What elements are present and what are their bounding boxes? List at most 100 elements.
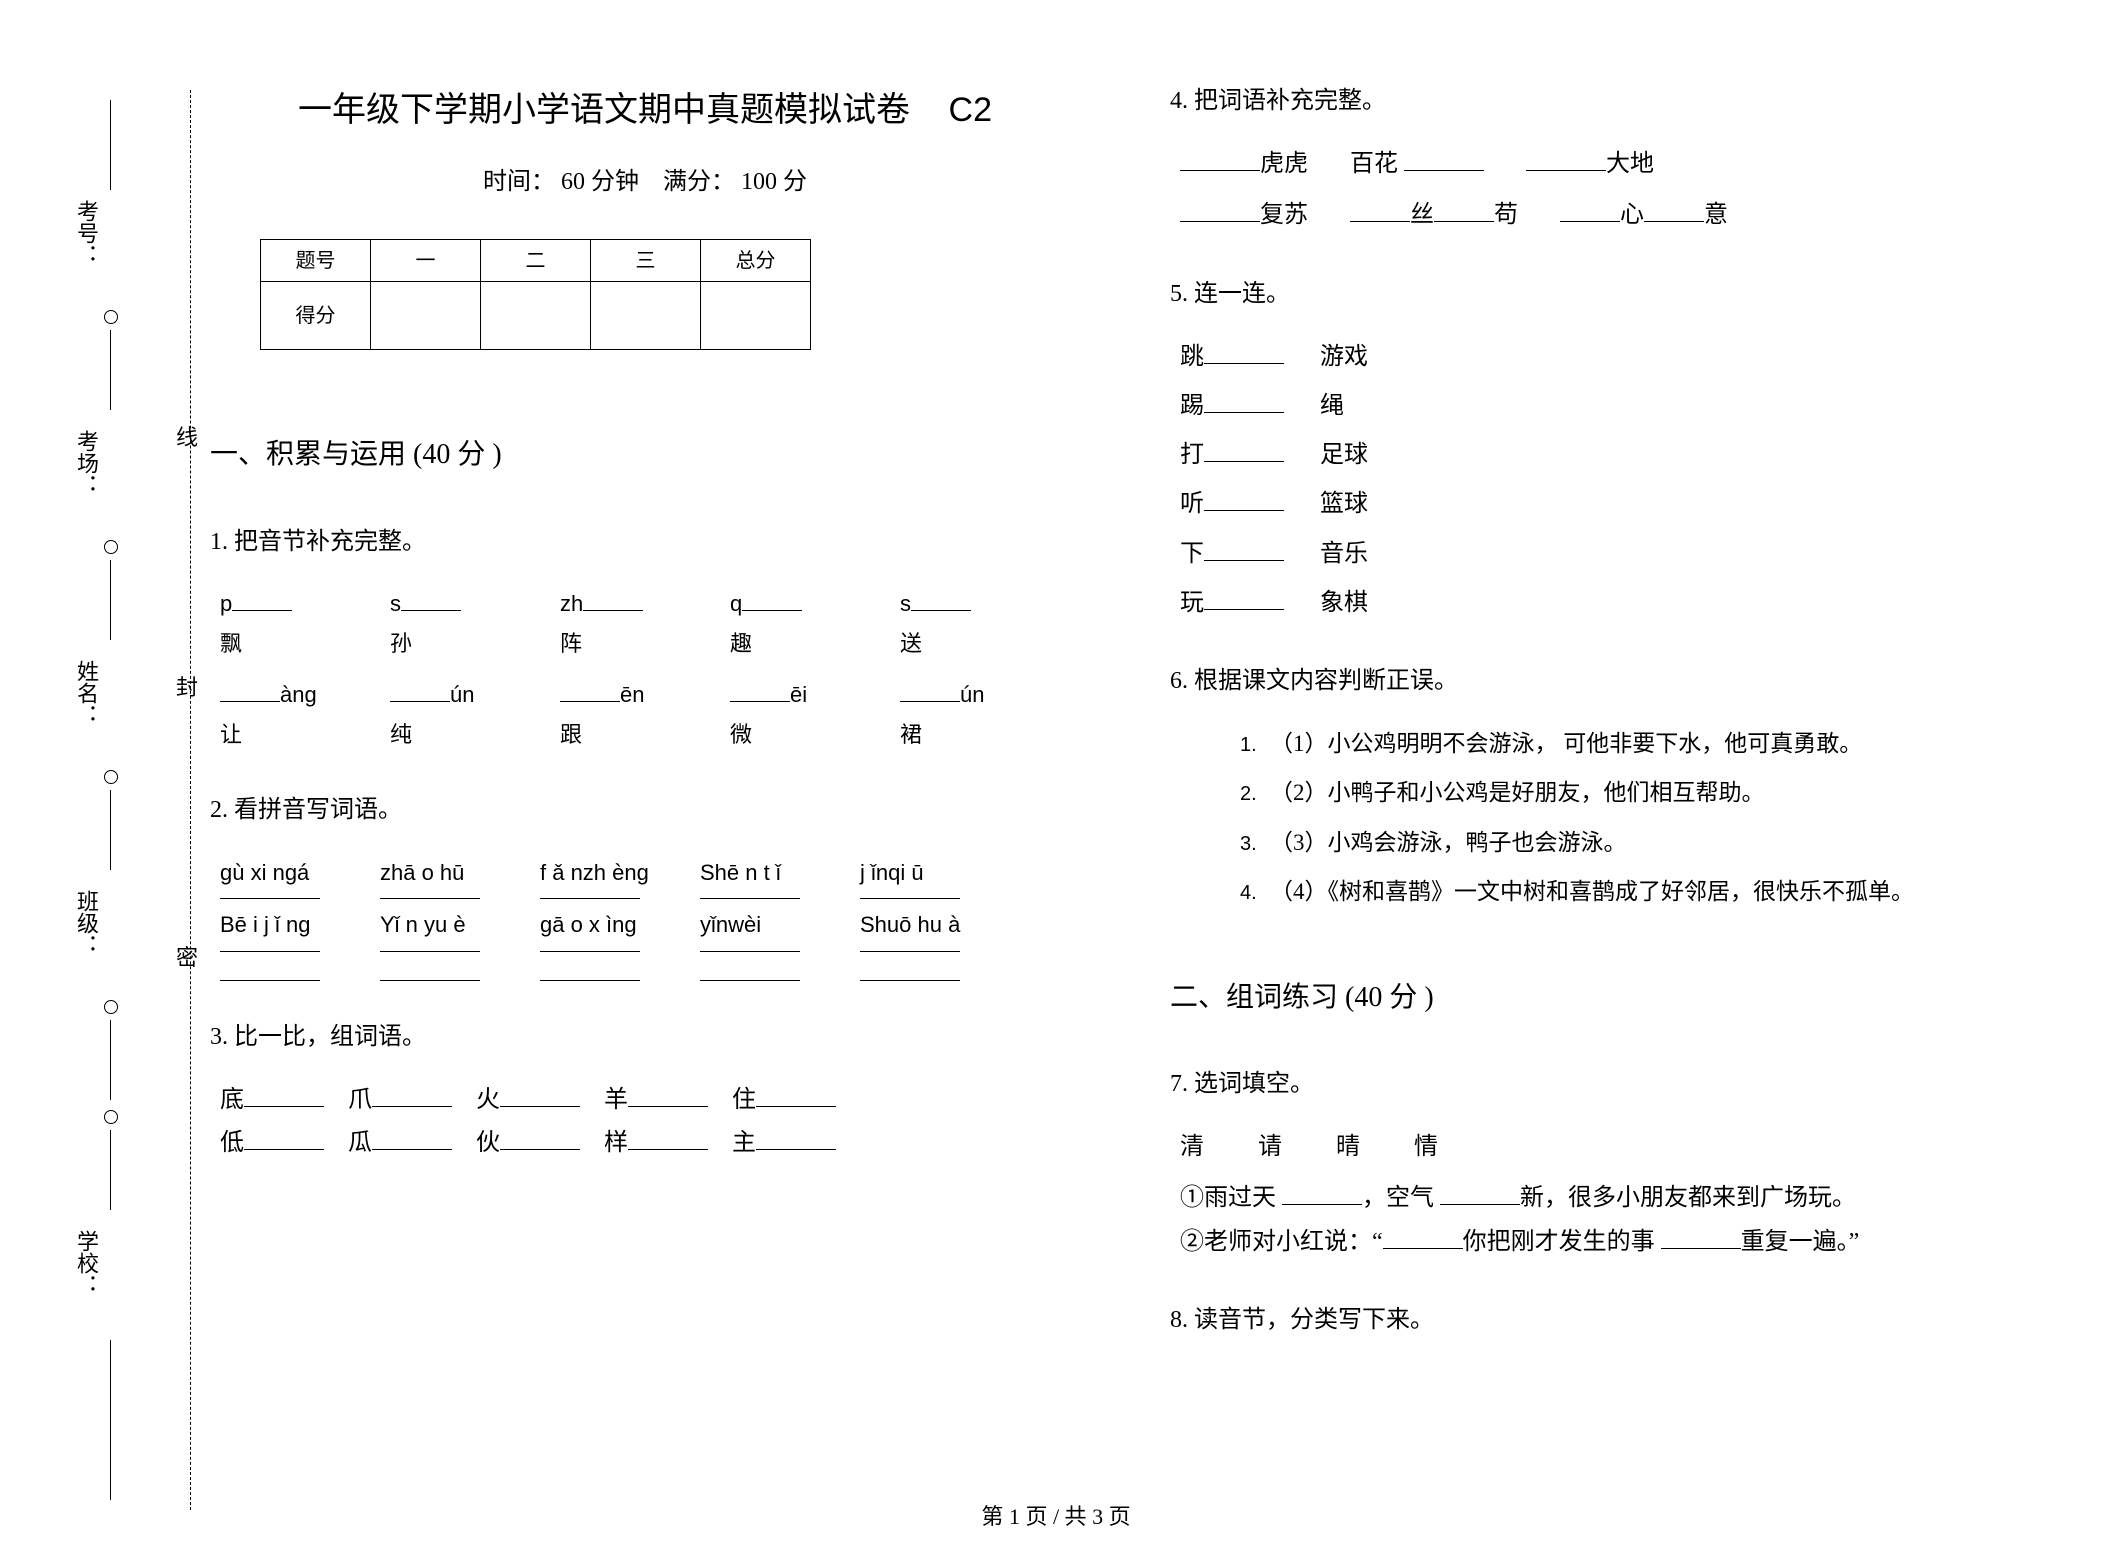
dash-char: 线 bbox=[176, 420, 198, 452]
blank[interactable] bbox=[500, 1128, 580, 1150]
blank[interactable] bbox=[244, 1128, 324, 1150]
blank[interactable] bbox=[628, 1128, 708, 1150]
blank[interactable] bbox=[372, 1128, 452, 1150]
page-total: 3 bbox=[1092, 1504, 1103, 1529]
blank[interactable] bbox=[742, 589, 802, 611]
page-number: 1 bbox=[1009, 1504, 1020, 1529]
blank[interactable] bbox=[700, 898, 800, 899]
blank[interactable] bbox=[540, 898, 640, 899]
list-num: 3. bbox=[1240, 826, 1270, 862]
title-text: 一年级下学期小学语文期中真题模拟试卷 bbox=[298, 92, 910, 129]
sidebar-line bbox=[110, 790, 111, 870]
match-left[interactable]: 听 bbox=[1180, 491, 1204, 517]
question-4: 4. 把词语补充完整。 虎虎 百花 大地 复苏 丝苟 心意 bbox=[1170, 80, 2040, 238]
blank[interactable] bbox=[220, 680, 280, 702]
blank[interactable] bbox=[860, 898, 960, 899]
blank[interactable] bbox=[700, 951, 800, 981]
right-column: 4. 把词语补充完整。 虎虎 百花 大地 复苏 丝苟 心意 5. 连一连。 bbox=[1170, 80, 2040, 1377]
match-right[interactable]: 绳 bbox=[1320, 385, 1460, 428]
blank[interactable] bbox=[560, 680, 620, 702]
blank[interactable] bbox=[1644, 200, 1704, 222]
td-blank[interactable] bbox=[371, 282, 481, 350]
pinyin: f ǎ nzh èng bbox=[540, 853, 700, 893]
th: 三 bbox=[591, 240, 701, 282]
blank[interactable] bbox=[244, 1085, 324, 1107]
td-label: 得分 bbox=[261, 282, 371, 350]
blank[interactable] bbox=[1204, 440, 1284, 462]
q1-title: 1. 把音节补充完整。 bbox=[210, 521, 1080, 564]
blank[interactable] bbox=[220, 898, 320, 899]
blank[interactable] bbox=[1661, 1227, 1741, 1249]
title-code: C2 bbox=[949, 91, 992, 129]
blank[interactable] bbox=[911, 589, 971, 611]
word: 复苏 bbox=[1260, 202, 1308, 228]
blank[interactable] bbox=[1204, 489, 1284, 511]
q5-title: 5. 连一连。 bbox=[1170, 273, 2040, 316]
pinyin: Yǐ n yu è bbox=[380, 905, 540, 945]
td-blank[interactable] bbox=[701, 282, 811, 350]
blank[interactable] bbox=[860, 951, 960, 981]
blank[interactable] bbox=[1204, 539, 1284, 561]
exam-title: 一年级下学期小学语文期中真题模拟试卷 C2 bbox=[210, 80, 1080, 141]
statement: （3）小鸡会游泳，鸭子也会游泳。 bbox=[1270, 830, 1627, 855]
blank[interactable] bbox=[1560, 200, 1620, 222]
blank[interactable] bbox=[1180, 200, 1260, 222]
blank[interactable] bbox=[730, 680, 790, 702]
footer-text: 第 bbox=[981, 1504, 1009, 1529]
blank[interactable] bbox=[372, 1085, 452, 1107]
pinyin: q bbox=[730, 591, 742, 616]
char: 伙 bbox=[476, 1130, 500, 1156]
blank[interactable] bbox=[380, 898, 480, 899]
td-blank[interactable] bbox=[481, 282, 591, 350]
blank[interactable] bbox=[401, 589, 461, 611]
blank[interactable] bbox=[1282, 1183, 1362, 1205]
footer-text: 页 / 共 bbox=[1020, 1504, 1092, 1529]
blank[interactable] bbox=[1526, 149, 1606, 171]
sidebar-label-id: 考号： bbox=[70, 200, 102, 266]
blank[interactable] bbox=[220, 951, 320, 981]
question-2: 2. 看拼音写词语。 gù xi ngá zhā o hū f ǎ nzh èn… bbox=[210, 789, 1080, 980]
blank[interactable] bbox=[1204, 391, 1284, 413]
blank[interactable] bbox=[380, 951, 480, 981]
blank[interactable] bbox=[1180, 149, 1260, 171]
match-right[interactable]: 游戏 bbox=[1320, 336, 1460, 379]
blank[interactable] bbox=[1204, 342, 1284, 364]
word: 虎虎 bbox=[1260, 151, 1308, 177]
blank[interactable] bbox=[390, 680, 450, 702]
sidebar-circle bbox=[104, 310, 118, 324]
match-left[interactable]: 跳 bbox=[1180, 344, 1204, 370]
match-left[interactable]: 打 bbox=[1180, 442, 1204, 468]
blank[interactable] bbox=[1404, 149, 1484, 171]
statement: （2）小鸭子和小公鸡是好朋友，他们相互帮助。 bbox=[1270, 780, 1765, 805]
match-left[interactable]: 玩 bbox=[1180, 590, 1204, 616]
blank[interactable] bbox=[540, 951, 640, 981]
match-right[interactable]: 音乐 bbox=[1320, 533, 1460, 576]
blank[interactable] bbox=[1434, 200, 1494, 222]
blank[interactable] bbox=[1440, 1183, 1520, 1205]
blank[interactable] bbox=[500, 1085, 580, 1107]
text: ②老师对小红说：“ bbox=[1180, 1229, 1383, 1255]
blank[interactable] bbox=[900, 680, 960, 702]
blank[interactable] bbox=[1350, 200, 1410, 222]
td-blank[interactable] bbox=[591, 282, 701, 350]
match-right[interactable]: 象棋 bbox=[1320, 582, 1460, 625]
word: 大地 bbox=[1606, 151, 1654, 177]
blank[interactable] bbox=[232, 589, 292, 611]
blank[interactable] bbox=[583, 589, 643, 611]
blank[interactable] bbox=[756, 1085, 836, 1107]
blank[interactable] bbox=[756, 1128, 836, 1150]
char: 纯 bbox=[390, 715, 510, 755]
match-left[interactable]: 下 bbox=[1180, 541, 1204, 567]
match-right[interactable]: 足球 bbox=[1320, 434, 1460, 477]
time-value: 60 分钟 bbox=[561, 169, 639, 195]
match-left[interactable]: 踢 bbox=[1180, 393, 1204, 419]
sidebar-line bbox=[110, 330, 111, 410]
match-right[interactable]: 篮球 bbox=[1320, 483, 1460, 526]
pinyin: ún bbox=[450, 682, 474, 707]
blank[interactable] bbox=[628, 1085, 708, 1107]
char: 底 bbox=[220, 1087, 244, 1113]
char: 微 bbox=[730, 715, 850, 755]
blank[interactable] bbox=[1383, 1227, 1463, 1249]
blank[interactable] bbox=[1204, 588, 1284, 610]
footer-text: 页 bbox=[1103, 1504, 1131, 1529]
